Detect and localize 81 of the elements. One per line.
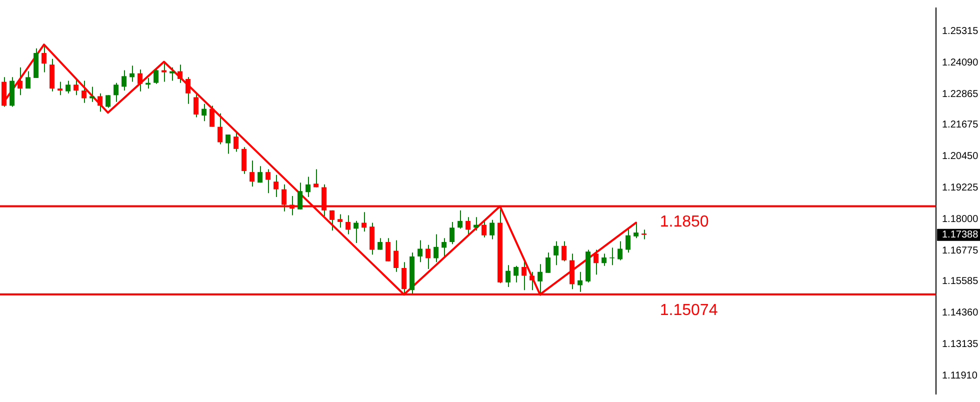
candlestick — [50, 58, 54, 92]
candlestick — [570, 253, 574, 290]
candlestick — [594, 249, 598, 276]
candlestick — [450, 221, 454, 245]
candlestick — [418, 240, 422, 263]
candlestick — [274, 174, 278, 198]
candlestick — [114, 82, 118, 102]
candlestick — [602, 253, 606, 266]
candlestick — [98, 92, 102, 112]
candlestick — [482, 220, 486, 238]
candlestick — [618, 240, 622, 261]
candlestick — [226, 134, 230, 154]
candlestick — [434, 234, 438, 263]
candlestick — [314, 168, 318, 188]
candlestick — [338, 214, 342, 228]
candlestick — [90, 86, 94, 102]
candlestick — [170, 66, 174, 82]
candlestick — [514, 265, 518, 283]
candlestick — [162, 62, 166, 82]
candlestick — [522, 260, 526, 291]
y-tick-label: 1.22865 — [942, 88, 979, 100]
candlestick — [58, 81, 62, 96]
candlestick — [386, 238, 390, 262]
text: 1.17388 — [942, 230, 979, 241]
candlestick — [106, 94, 110, 108]
ref-line-label: 1.15074 — [660, 302, 718, 319]
y-tick-label: 1.19225 — [942, 182, 979, 194]
candlestick — [506, 264, 510, 288]
candlestick — [82, 80, 86, 104]
candlestick — [346, 214, 350, 235]
candlestick — [634, 221, 638, 239]
candlestick — [26, 70, 30, 89]
candlestick — [554, 240, 558, 266]
candlestick — [394, 240, 398, 272]
candlestick — [466, 216, 470, 236]
y-tick-label: 1.18000 — [942, 214, 979, 225]
candlestick — [202, 103, 206, 122]
y-tick-label: 1.11910 — [942, 370, 978, 382]
candlestick — [154, 68, 158, 84]
candlestick — [426, 244, 430, 270]
candlestick — [546, 252, 550, 274]
y-tick-label: 1.25315 — [942, 26, 979, 37]
y-tick-label: 1.20450 — [942, 150, 979, 162]
candlestick — [538, 264, 542, 296]
candlestick — [370, 222, 374, 256]
candlestick — [626, 228, 630, 254]
candlestick — [18, 66, 22, 96]
y-tick-label: 1.15585 — [942, 276, 979, 287]
candlestick — [530, 271, 534, 291]
y-tick-label: 1.21675 — [942, 119, 979, 130]
candlestick — [194, 94, 198, 118]
candlestick — [186, 76, 190, 104]
candlestick — [642, 229, 646, 240]
candlestick — [250, 160, 254, 187]
candlestick — [258, 166, 262, 184]
candlestick — [298, 182, 302, 210]
y-tick-label: 1.13135 — [942, 338, 979, 350]
candlestick — [66, 80, 70, 94]
candlestick — [562, 240, 566, 262]
candlestick — [330, 210, 334, 231]
y-tick-label: 1.16775 — [942, 245, 979, 256]
candlestick — [138, 68, 142, 92]
candlestick — [306, 176, 310, 198]
candlestick — [442, 238, 446, 258]
candlestick — [578, 271, 582, 292]
y-tick-label: 1.24090 — [942, 57, 979, 68]
candlestick — [218, 112, 222, 145]
candlestick — [210, 105, 214, 128]
candlestick — [234, 131, 238, 152]
y-tick-label: 1.14360 — [942, 307, 979, 318]
candlestick — [490, 219, 494, 240]
candlestick — [458, 210, 462, 230]
candlestick — [178, 64, 182, 84]
candlestick — [122, 70, 126, 92]
ref-line-label: 1.1850 — [660, 214, 709, 231]
candlestick — [242, 146, 246, 174]
candlestick — [354, 220, 358, 244]
candlestick — [74, 78, 78, 96]
candlestick — [362, 212, 366, 232]
candlestick — [266, 168, 270, 194]
candlestick — [130, 65, 134, 82]
